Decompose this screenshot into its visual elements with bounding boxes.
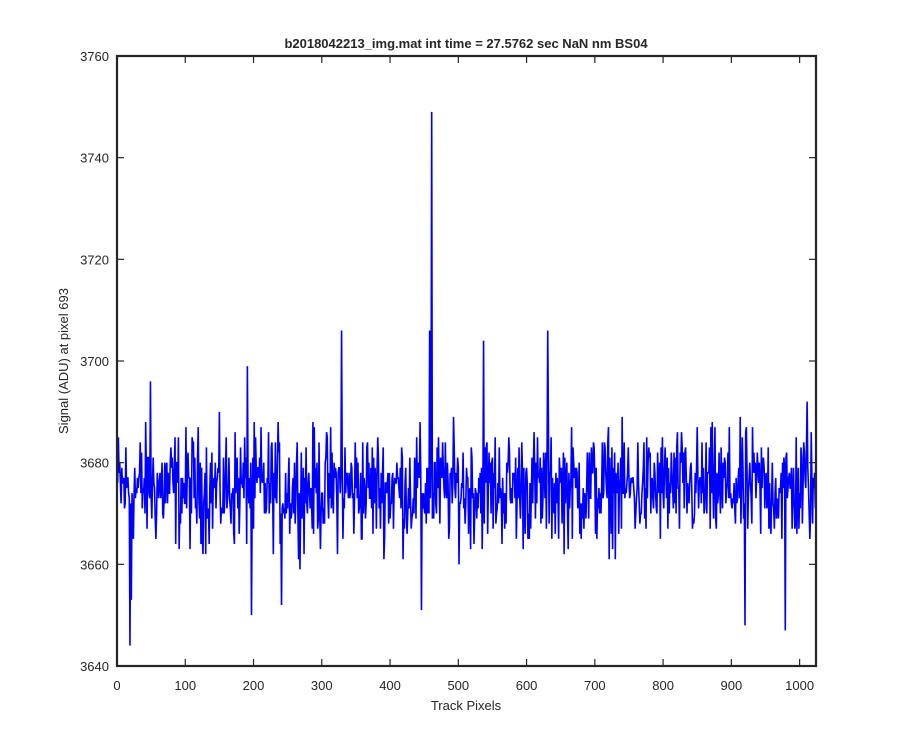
- y-tick-label: 3680: [80, 456, 109, 471]
- tick-labels: 0 100 200 300 400 500 600 700 800 900 1000 3640 3660…: [80, 49, 814, 693]
- x-axis-label: Track Pixels: [431, 698, 502, 713]
- x-tick-label: 900: [721, 678, 743, 693]
- axes-box: [115, 54, 818, 668]
- x-tick-label: 500: [447, 678, 469, 693]
- chart-title: b2018042213_img.mat int time = 27.5762 s…: [284, 36, 648, 51]
- x-tick-label: 1000: [785, 678, 814, 693]
- x-tick-label: 700: [584, 678, 606, 693]
- y-tick-label: 3740: [80, 151, 109, 166]
- y-tick-label: 3660: [80, 557, 109, 572]
- x-tick-label: 0: [113, 678, 120, 693]
- y-tick-label: 3700: [80, 354, 109, 369]
- x-tick-label: 100: [174, 678, 196, 693]
- x-tick-label: 400: [379, 678, 401, 693]
- y-axis-label: Signal (ADU) at pixel 693: [56, 288, 71, 434]
- x-tick-label: 300: [311, 678, 333, 693]
- y-tick-label: 3720: [80, 252, 109, 267]
- x-tick-label: 600: [516, 678, 538, 693]
- x-tick-label: 800: [652, 678, 674, 693]
- x-tick-label: 200: [243, 678, 265, 693]
- axes-background: [117, 56, 816, 666]
- y-tick-label: 3760: [80, 49, 109, 64]
- y-tick-label: 3640: [80, 659, 109, 674]
- series-line: [117, 111, 816, 646]
